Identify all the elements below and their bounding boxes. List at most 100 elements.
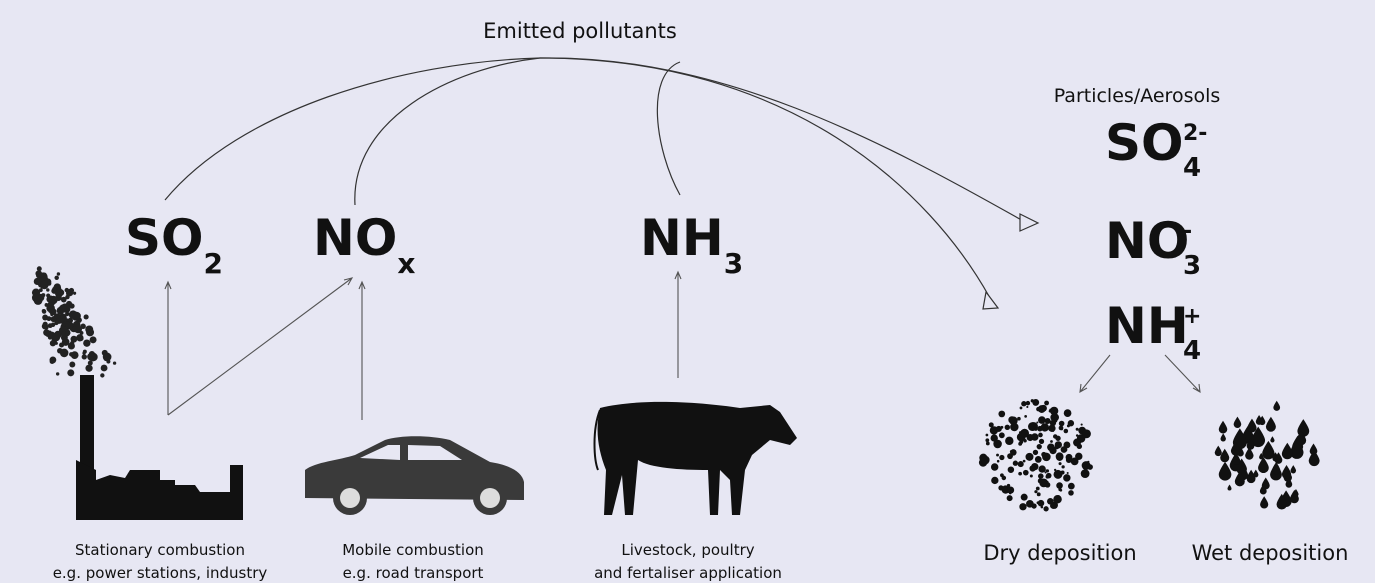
smoke-dot [59,342,64,347]
particle-dot [1036,487,1040,491]
particle-dot [1064,409,1072,417]
particle-dot [1059,421,1065,427]
particle-dot [1055,436,1060,441]
particle-dot [1044,401,1049,406]
smoke-dot [63,340,67,344]
particle-dot [1026,500,1034,508]
particle-dot [1020,407,1023,410]
smoke-dot [42,309,46,313]
particle-dot [1039,439,1044,444]
particle-dot [1032,399,1039,406]
smoke-dot [35,270,42,277]
smoke-dot [56,289,64,297]
particle-dot [1068,483,1075,490]
smoke-dot [71,351,79,359]
particle-dot [1017,417,1021,421]
smoke-dot [76,334,83,341]
smoke-dot [49,296,53,300]
particle-dot [998,411,1005,418]
particle-dot [1054,470,1063,479]
smoke-dot [43,329,50,336]
formula-subscript: x [397,247,415,280]
smoke-dot [50,340,56,346]
particle-dot [1071,458,1079,466]
particle-dot [1034,490,1037,493]
particle-dot [1059,426,1064,431]
particle-dot [1019,431,1022,434]
smoke-dot [65,330,70,335]
particle-dot [991,463,998,470]
smoke-dot [72,314,79,321]
particle-dot [1025,453,1033,461]
particle-dot [1033,450,1038,455]
particle-dot [1035,456,1042,463]
particle-dot [1038,416,1046,424]
formula-base: SO [1105,114,1184,172]
particle-dot [1076,434,1079,437]
particle-dot [1010,449,1017,456]
particle-dot [1002,476,1007,481]
particle-dot [1049,409,1051,411]
deposition-label: Wet deposition [1192,541,1349,565]
smoke-dot [48,302,52,306]
smoke-dot [66,291,71,296]
formula-subscript: 3 [1183,251,1201,281]
source-label: e.g. road transport [343,564,484,582]
particle-dot [1023,460,1026,463]
smoke-dot [51,323,56,328]
smoke-dot [104,357,108,361]
particle-dot [1024,415,1027,418]
source-label: Stationary combustion [75,541,245,559]
formula-base: SO [125,209,204,267]
smoke-dot [41,293,45,297]
smoke-dot [90,336,97,343]
source-label: and fertaliser application [594,564,782,582]
particle-dot [1067,472,1069,474]
particle-dot [1060,455,1062,457]
particle-dot [1038,478,1043,483]
particle-dot [1029,465,1035,471]
smoke-dot [83,339,90,346]
particle-dot [985,438,989,442]
title: Emitted pollutants [483,19,677,43]
smoke-dot [32,289,40,297]
particle-dot [1058,495,1060,497]
smoke-dot [113,361,116,364]
particle-dot [1082,429,1091,438]
particle-dot [1042,453,1051,462]
smoke-dot [100,373,104,377]
particle-dot [1047,443,1055,451]
particle-dot [986,442,990,446]
particle-dot [1038,465,1045,472]
smoke-dot [50,313,53,316]
smoke-dot [56,372,59,375]
particle-dot [1056,452,1064,460]
particle-dot [1036,421,1038,423]
smoke-dot [74,326,82,334]
formula-base: NO [313,209,397,267]
smoke-dot [84,314,89,319]
smoke-dot [39,288,43,292]
particle-dot [1018,442,1022,446]
formula-base: NH [640,209,724,267]
formula-subscript: 4 [1183,336,1201,366]
particle-dot [993,440,1002,449]
particle-dot [1063,441,1070,448]
particle-dot [1068,490,1074,496]
source-label: e.g. power stations, industry [53,564,268,582]
particle-dot [1056,482,1063,489]
diagram: Emitted pollutants Particles/Aerosols SO… [0,0,1375,583]
particle-dot [1009,492,1012,495]
particle-dot [1037,444,1042,449]
smoke-dot [52,288,56,292]
smoke-dot [64,322,68,326]
particle-dot [986,434,989,437]
source-label: Mobile combustion [342,541,484,559]
particle-dot [1058,488,1061,491]
particle-dot [1064,429,1069,434]
particle-dot [1048,425,1055,432]
particle-dot [1007,495,1013,501]
particle-dot [1030,474,1033,477]
smoke-dot [57,272,60,275]
smoke-dot [46,288,49,291]
